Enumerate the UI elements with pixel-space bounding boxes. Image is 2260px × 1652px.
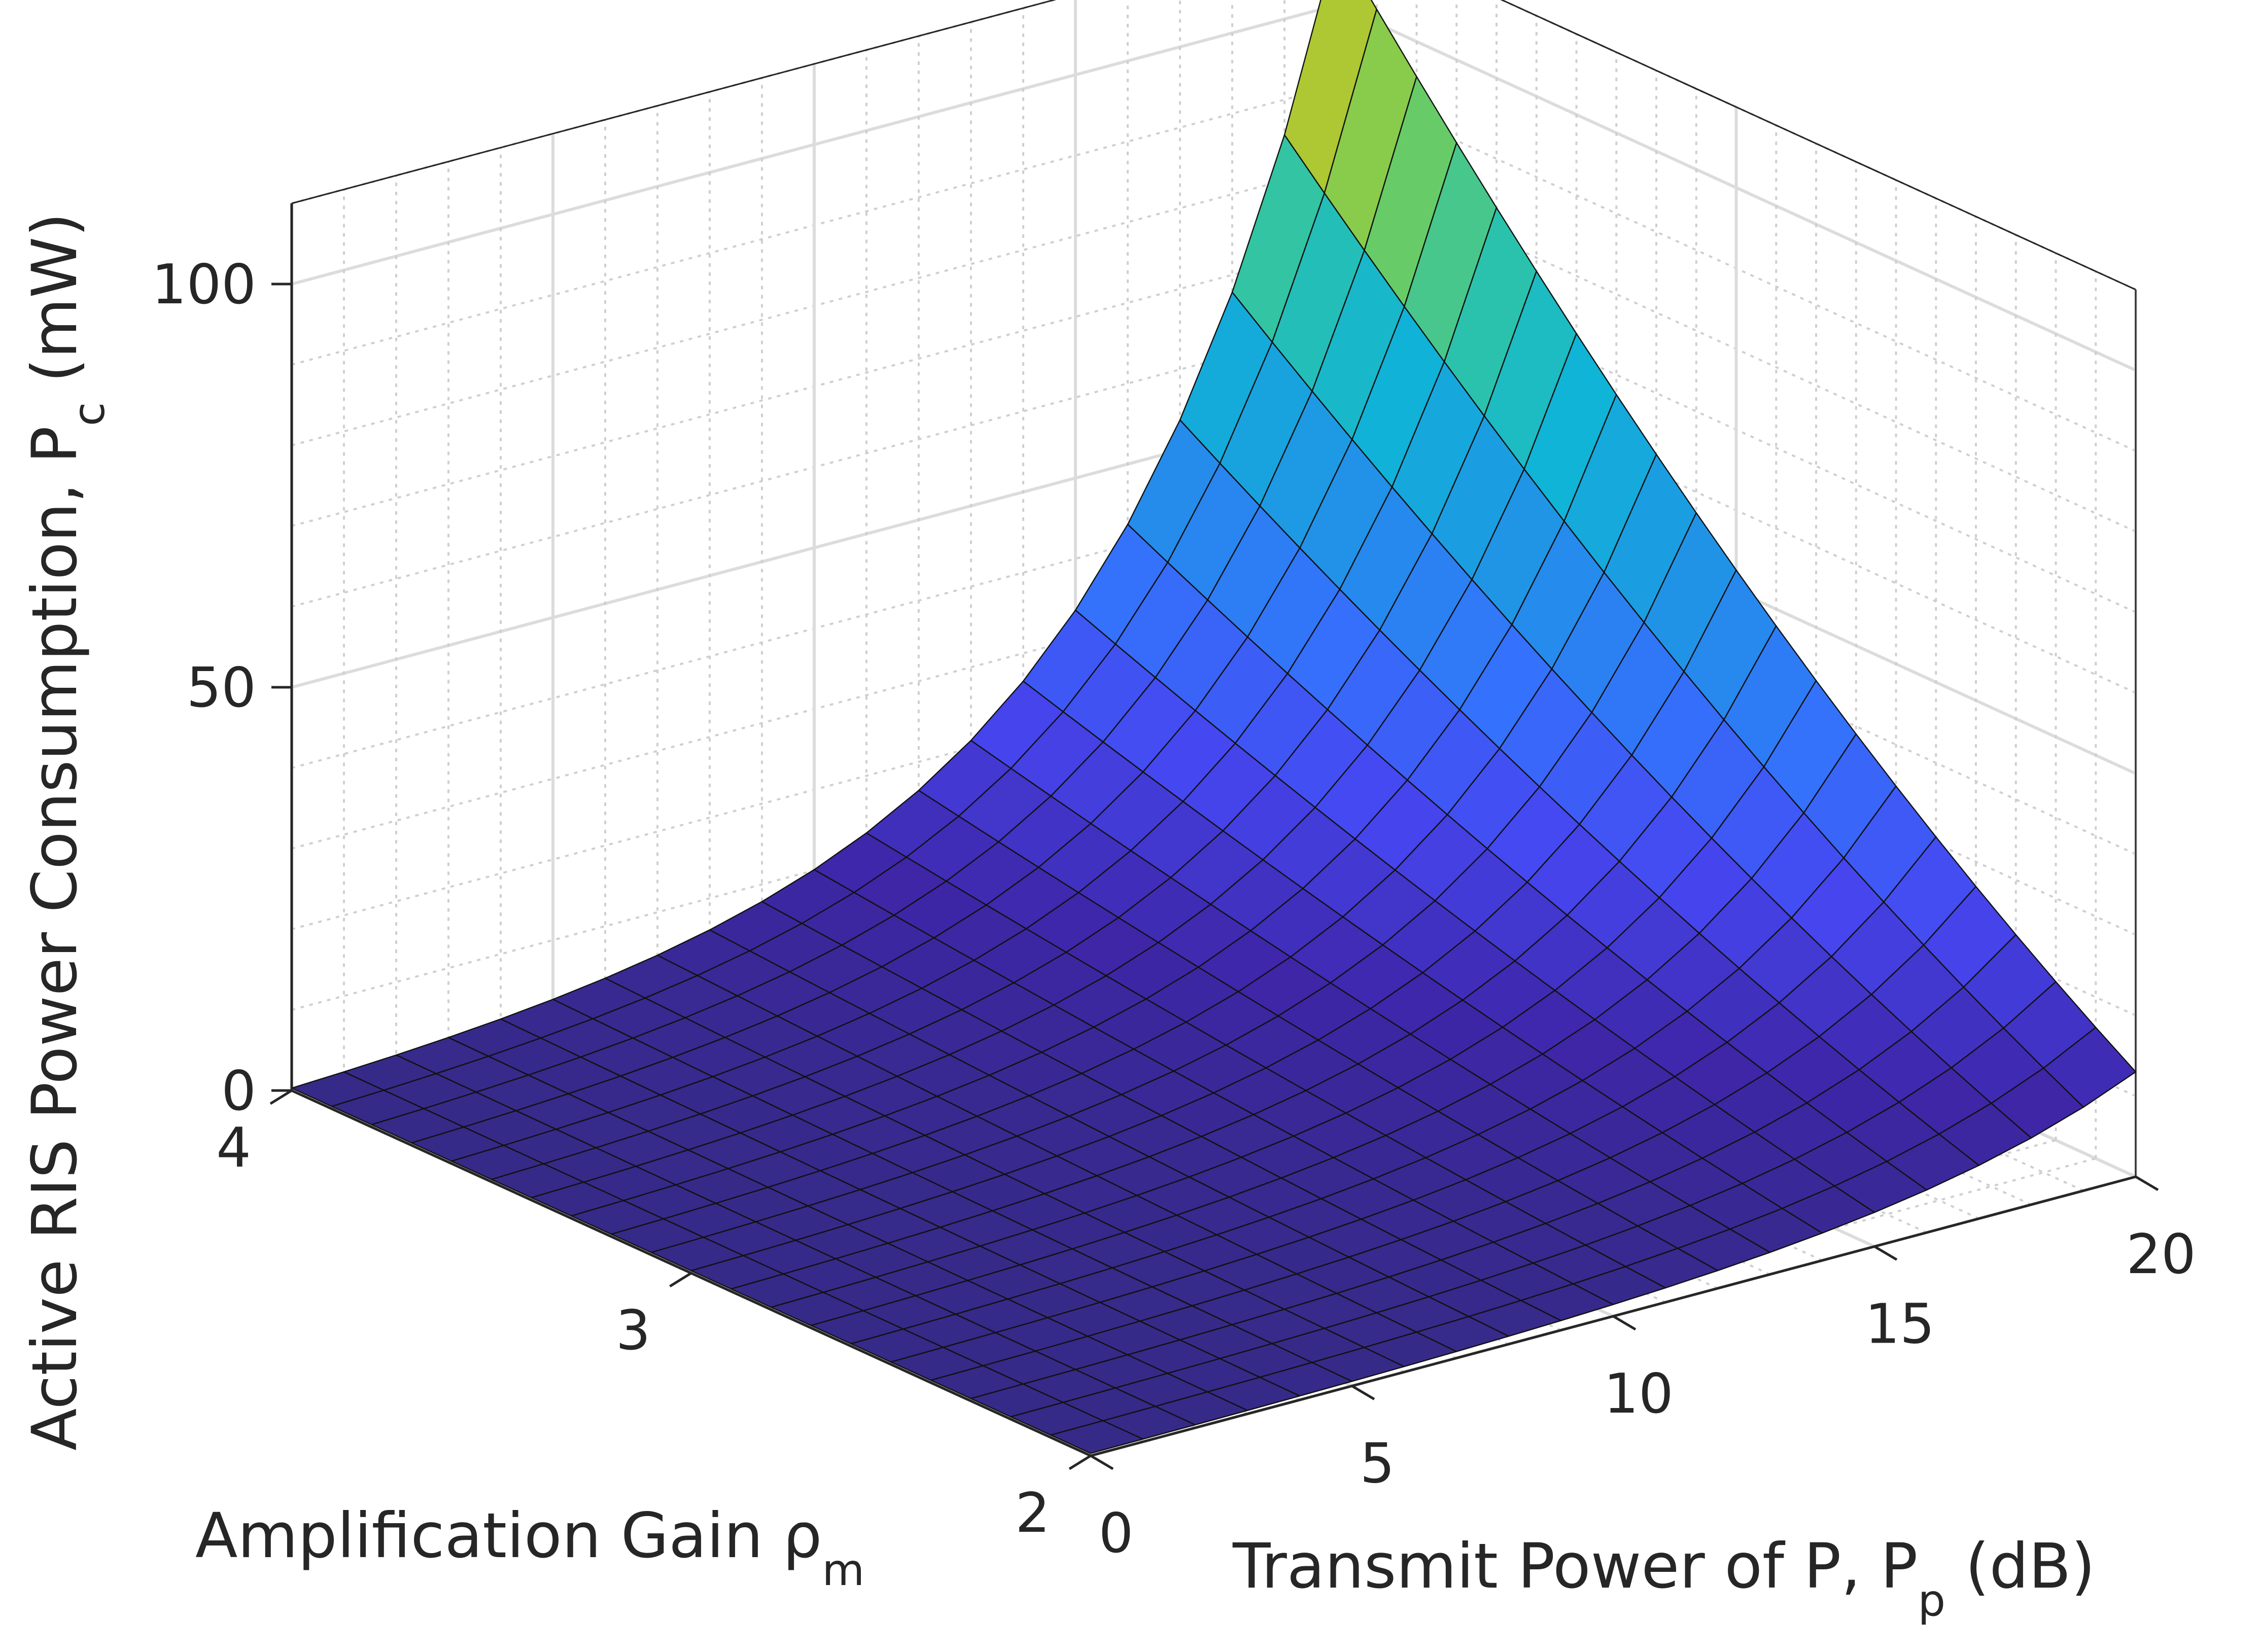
y-tick [1068, 1454, 1092, 1470]
x-tick [1351, 1385, 1375, 1400]
x-tick-label: 5 [1360, 1432, 1395, 1496]
y-tick [669, 1272, 692, 1288]
surface-patch [1050, 1420, 1144, 1454]
z-tick-label: 0 [221, 1060, 256, 1123]
x-tick-label: 20 [2126, 1223, 2196, 1286]
z-axis-label: Active RIS Power Consumption, Pc (mW) [19, 213, 115, 1451]
y-tick-label: 3 [616, 1299, 651, 1362]
x-tick-label: 10 [1604, 1362, 1673, 1426]
surface-layer [291, 0, 2137, 1454]
z-tick-label: 100 [152, 253, 256, 317]
box-edge [1500, 0, 2136, 291]
y-tick-label: 2 [1015, 1482, 1050, 1545]
x-axis-label: Transmit Power of P, Pp (dB) [1232, 1530, 2095, 1626]
x-tick [1873, 1245, 1898, 1261]
y-tick [269, 1089, 293, 1105]
x-tick [1090, 1454, 1114, 1470]
x-tick [2135, 1175, 2159, 1191]
y-axis-label: Amplification Gain ρm [195, 1500, 864, 1596]
z-tick-label: 50 [187, 656, 256, 720]
x-tick [1612, 1315, 1637, 1331]
x-tick-label: 15 [1865, 1293, 1934, 1356]
box-edge [291, 0, 1057, 204]
x-tick-label: 0 [1099, 1502, 1134, 1565]
y-tick-label: 4 [216, 1116, 251, 1180]
